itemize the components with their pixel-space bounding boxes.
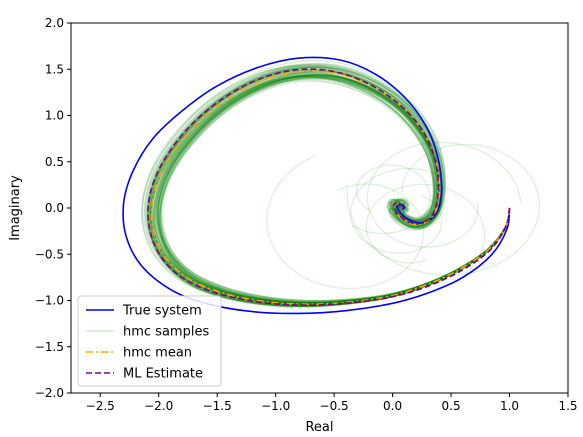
hmc-sample-line bbox=[159, 75, 511, 302]
hmc-sample-loop bbox=[266, 154, 425, 290]
hmc-sample-line bbox=[155, 75, 511, 304]
x-tick-label: −2.0 bbox=[144, 399, 173, 413]
series-line-ml-estimate bbox=[147, 68, 511, 306]
hmc-sample-line bbox=[158, 80, 511, 306]
y-tick-label: −1.5 bbox=[35, 340, 64, 354]
legend-label: True system bbox=[122, 304, 202, 319]
hmc-sample-line bbox=[154, 76, 511, 307]
hmc-sample-line bbox=[159, 76, 511, 304]
series-line-true-system bbox=[122, 56, 511, 315]
legend-label: ML Estimate bbox=[123, 367, 203, 382]
legend: True system hmc samples hmc mean ML Estimat… bbox=[77, 295, 222, 387]
hmc-sample-line bbox=[157, 71, 511, 303]
y-tick-label: −1.0 bbox=[35, 294, 64, 308]
x-tick-label: 0.5 bbox=[442, 399, 461, 413]
hmc-sample-line bbox=[144, 62, 511, 305]
hmc-sample-line bbox=[157, 75, 511, 303]
x-tick-label: −1.5 bbox=[203, 399, 232, 413]
hmc-sample-loop bbox=[349, 167, 443, 254]
x-tick-label: 1.5 bbox=[558, 399, 577, 413]
x-axis-label: Real bbox=[305, 420, 333, 435]
y-tick-label: 1.5 bbox=[45, 62, 64, 76]
y-tick-label: −2.0 bbox=[35, 386, 64, 400]
hmc-sample-line bbox=[154, 75, 511, 305]
hmc-sample-line bbox=[156, 70, 511, 302]
x-tick-label: −1.0 bbox=[261, 399, 290, 413]
hmc-sample-line bbox=[154, 70, 511, 303]
legend-box bbox=[77, 295, 222, 387]
hmc-sample-loop bbox=[365, 183, 486, 290]
hmc-sample-line bbox=[156, 75, 511, 305]
x-tick-label: 0.0 bbox=[383, 399, 402, 413]
series-line-hmc-mean bbox=[150, 70, 511, 306]
y-axis-ticks: −2.0 −1.5 −1.0 −0.5 0.0 0.5 1.0 1.5 2.0 bbox=[35, 16, 71, 400]
hmc-sample-line bbox=[156, 74, 511, 304]
y-tick-label: 0.5 bbox=[45, 155, 64, 169]
legend-label: hmc mean bbox=[123, 346, 192, 361]
legend-label: hmc samples bbox=[123, 325, 209, 340]
x-tick-label: −0.5 bbox=[320, 399, 349, 413]
hmc-sample-loop bbox=[352, 164, 431, 235]
y-axis-label: Imaginary bbox=[8, 175, 23, 241]
y-tick-label: 2.0 bbox=[45, 16, 64, 30]
y-tick-label: 0.0 bbox=[45, 201, 64, 215]
hmc-sample-line bbox=[158, 77, 511, 305]
hmc-sample-loop bbox=[366, 141, 522, 248]
y-tick-label: −0.5 bbox=[35, 247, 64, 261]
hmc-sample-line bbox=[158, 74, 511, 303]
y-tick-label: 1.0 bbox=[45, 109, 64, 123]
x-tick-label: −2.5 bbox=[86, 399, 115, 413]
series-group bbox=[122, 56, 511, 315]
hmc-sample-line bbox=[157, 77, 511, 303]
hmc-sample-line bbox=[143, 64, 511, 308]
x-axis-ticks: −2.5 −2.0 −1.5 −1.0 −0.5 0.0 0.5 1.0 1.5 bbox=[86, 393, 578, 413]
hmc-sample-line bbox=[161, 76, 511, 303]
hmc-sample-line bbox=[157, 74, 511, 304]
hmc-sample-line bbox=[159, 76, 511, 304]
x-tick-label: 1.0 bbox=[500, 399, 519, 413]
